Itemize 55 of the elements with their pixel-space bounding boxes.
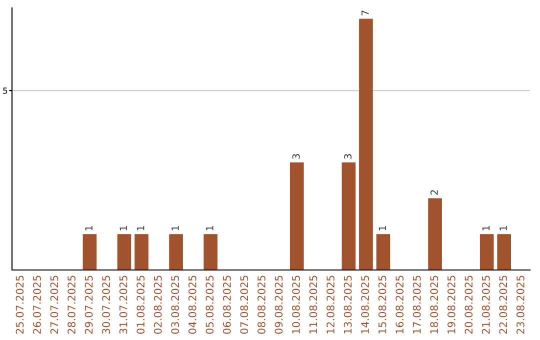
x-tick-label: 11.08.2025 [309, 276, 318, 334]
data-label: 1 [500, 226, 507, 230]
x-tick-label: 02.08.2025 [154, 276, 162, 334]
bar [82, 234, 97, 270]
bar [359, 18, 373, 270]
x-tick-label: 31.07.2025 [119, 276, 128, 334]
bar [290, 162, 304, 270]
x-tick-label: 16.08.2025 [396, 276, 404, 334]
data-label: 1 [137, 226, 144, 230]
x-tick-label: 04.08.2025 [188, 276, 196, 334]
data-label: 1 [482, 226, 490, 230]
x-tick-label: 08.08.2025 [258, 276, 266, 334]
data-label: 3 [292, 154, 300, 159]
x-tick-label: 10.08.2025 [292, 276, 300, 334]
x-tick-label: 20.08.2025 [464, 276, 473, 334]
bar [204, 234, 218, 270]
y-tick-label: 5 [3, 88, 8, 94]
x-tick-label: 01.08.2025 [136, 276, 145, 334]
bar [497, 234, 512, 270]
bar [342, 162, 356, 270]
x-tick-label: 21.08.2025 [482, 276, 490, 334]
bar [117, 234, 132, 270]
x-tick-label: 12.08.2025 [326, 276, 334, 334]
bar [428, 198, 442, 270]
x-tick-label: 29.07.2025 [84, 276, 93, 334]
x-tick-label: 13.08.2025 [344, 276, 352, 334]
data-label: 3 [344, 154, 352, 159]
data-label: 1 [120, 226, 127, 230]
bar [376, 234, 390, 270]
x-tick-label: 28.07.2025 [68, 276, 76, 334]
x-tick-label: 27.07.2025 [50, 276, 58, 334]
x-tick-label: 18.08.2025 [430, 276, 438, 334]
x-tick-label: 15.08.2025 [378, 276, 386, 334]
x-tick-label: 25.07.2025 [16, 276, 24, 334]
x-tick-label: 09.08.2025 [274, 276, 283, 334]
x-tick-label: 23.08.2025 [516, 276, 524, 334]
x-tick-label: 03.08.2025 [171, 276, 180, 334]
data-label: 1 [85, 226, 92, 230]
bar [169, 234, 183, 270]
x-tick-label: 14.08.2025 [361, 276, 369, 334]
data-label: 1 [172, 226, 179, 230]
data-label: 2 [430, 190, 438, 195]
data-label: 7 [362, 10, 369, 16]
bar [134, 234, 148, 270]
x-tick-label: 17.08.2025 [412, 276, 421, 334]
x-tick-label: 07.08.2025 [240, 276, 248, 334]
data-label: 1 [206, 226, 214, 230]
data-label: 1 [378, 226, 386, 230]
x-tick-label: 06.08.2025 [222, 276, 231, 334]
x-tick-label: 22.08.2025 [499, 276, 508, 334]
x-tick-label: 30.07.2025 [102, 276, 110, 334]
x-tick-label: 26.07.2025 [33, 276, 41, 334]
x-tick-label: 19.08.2025 [447, 276, 456, 334]
x-tick-label: 05.08.2025 [206, 276, 214, 334]
bar [480, 234, 494, 270]
